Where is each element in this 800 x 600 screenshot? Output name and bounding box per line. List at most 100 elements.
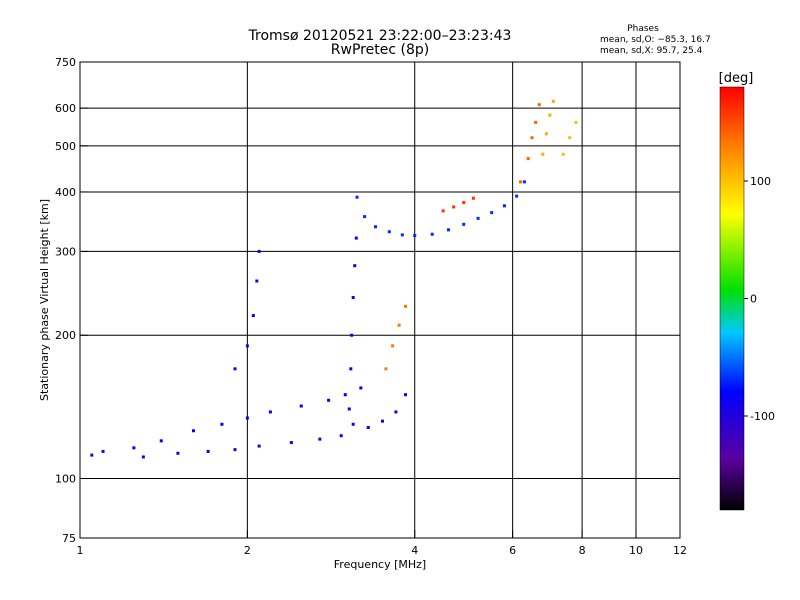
data-point bbox=[257, 249, 261, 253]
data-point bbox=[462, 201, 466, 205]
data-point bbox=[394, 410, 398, 414]
x-axis-ticks: 1 2 4 6 8 10 12 bbox=[77, 530, 687, 557]
data-point bbox=[561, 152, 565, 156]
data-point bbox=[206, 449, 210, 453]
phase-colorbar bbox=[719, 86, 745, 511]
data-point bbox=[490, 211, 494, 215]
y-tick-label: 200 bbox=[55, 329, 76, 342]
data-point bbox=[574, 120, 578, 124]
data-point bbox=[255, 279, 259, 283]
data-point bbox=[220, 422, 224, 426]
y-tick-label: 300 bbox=[55, 245, 76, 258]
y-tick-label: 100 bbox=[55, 473, 76, 486]
colorbar-tick-label: -100 bbox=[750, 410, 775, 423]
data-point bbox=[141, 455, 145, 459]
data-point bbox=[233, 448, 237, 452]
data-point bbox=[404, 304, 408, 308]
data-point bbox=[397, 323, 401, 327]
colorbar-label: [deg] bbox=[719, 71, 754, 86]
data-point bbox=[354, 236, 358, 240]
data-point bbox=[90, 453, 94, 457]
data-point bbox=[339, 434, 343, 438]
data-point bbox=[191, 429, 195, 433]
data-point bbox=[502, 204, 506, 208]
data-point bbox=[476, 216, 480, 220]
data-point bbox=[363, 215, 367, 219]
data-point bbox=[268, 410, 272, 414]
data-point bbox=[353, 264, 357, 268]
chart-title: Tromsø 20120521 23:22:00–23:23:43 bbox=[248, 28, 512, 44]
x-axis-label: Frequency [MHz] bbox=[334, 558, 426, 571]
data-point bbox=[245, 416, 249, 420]
data-point bbox=[251, 314, 255, 318]
data-point bbox=[430, 232, 434, 236]
colorbar-ticks: 100 0 -100 bbox=[744, 175, 775, 423]
x-tick-label: 2 bbox=[244, 544, 251, 557]
data-points bbox=[90, 99, 578, 459]
data-point bbox=[101, 449, 105, 453]
data-point bbox=[257, 444, 261, 448]
grid-lines bbox=[80, 62, 680, 538]
data-point bbox=[343, 393, 347, 397]
chart-subtitle: RwPretec (8p) bbox=[331, 42, 429, 58]
data-point bbox=[515, 194, 519, 198]
phases-header: Phases bbox=[627, 24, 659, 34]
data-point bbox=[233, 367, 237, 371]
data-point bbox=[245, 344, 249, 348]
data-point bbox=[551, 99, 555, 103]
data-point bbox=[351, 422, 355, 426]
data-point bbox=[159, 439, 163, 443]
data-point bbox=[404, 393, 408, 397]
data-point bbox=[289, 441, 293, 445]
y-tick-label: 75 bbox=[62, 532, 76, 545]
phases-x-stats: mean, sd,X: 95.7, 25.4 bbox=[600, 46, 703, 56]
data-point bbox=[391, 344, 395, 348]
plot-area bbox=[79, 61, 681, 539]
data-point bbox=[526, 157, 530, 161]
data-point bbox=[541, 152, 545, 156]
x-tick-label: 10 bbox=[629, 544, 643, 557]
y-tick-label: 400 bbox=[55, 186, 76, 199]
colorbar-tick-label: 100 bbox=[750, 175, 771, 188]
data-point bbox=[380, 419, 384, 423]
data-point bbox=[132, 446, 136, 450]
y-tick-label: 600 bbox=[55, 102, 76, 115]
colorbar-tick-label: 0 bbox=[750, 293, 757, 306]
data-point bbox=[299, 404, 303, 408]
x-tick-label: 6 bbox=[509, 544, 516, 557]
data-point bbox=[446, 228, 450, 232]
data-point bbox=[349, 367, 353, 371]
data-point bbox=[387, 230, 391, 234]
data-point bbox=[350, 333, 354, 337]
phases-o-stats: mean, sd,O: −85.3, 16.7 bbox=[600, 35, 711, 45]
data-point bbox=[522, 180, 526, 184]
data-point bbox=[176, 451, 180, 455]
data-point bbox=[530, 136, 534, 140]
data-point bbox=[400, 233, 404, 237]
y-axis-ticks: 75 100 200 300 400 500 600 750 bbox=[55, 56, 88, 545]
x-tick-label: 8 bbox=[579, 544, 586, 557]
data-point bbox=[519, 180, 523, 184]
data-point bbox=[452, 205, 456, 209]
data-point bbox=[534, 120, 538, 124]
x-tick-label: 4 bbox=[411, 544, 418, 557]
data-point bbox=[413, 234, 417, 238]
data-point bbox=[327, 398, 331, 402]
data-point bbox=[471, 196, 475, 200]
data-point bbox=[373, 225, 377, 229]
y-axis-label: Stationary phase Virtual Height [km] bbox=[38, 199, 51, 401]
data-point bbox=[568, 136, 572, 140]
y-tick-label: 500 bbox=[55, 140, 76, 153]
data-point bbox=[366, 425, 370, 429]
data-point bbox=[537, 103, 541, 107]
data-point bbox=[548, 113, 552, 117]
data-point bbox=[462, 222, 466, 226]
y-tick-label: 750 bbox=[55, 56, 76, 69]
data-point bbox=[359, 386, 363, 390]
data-point bbox=[544, 132, 548, 136]
x-tick-label: 1 bbox=[77, 544, 84, 557]
data-point bbox=[318, 437, 322, 441]
data-point bbox=[351, 296, 355, 300]
data-point bbox=[441, 209, 445, 213]
